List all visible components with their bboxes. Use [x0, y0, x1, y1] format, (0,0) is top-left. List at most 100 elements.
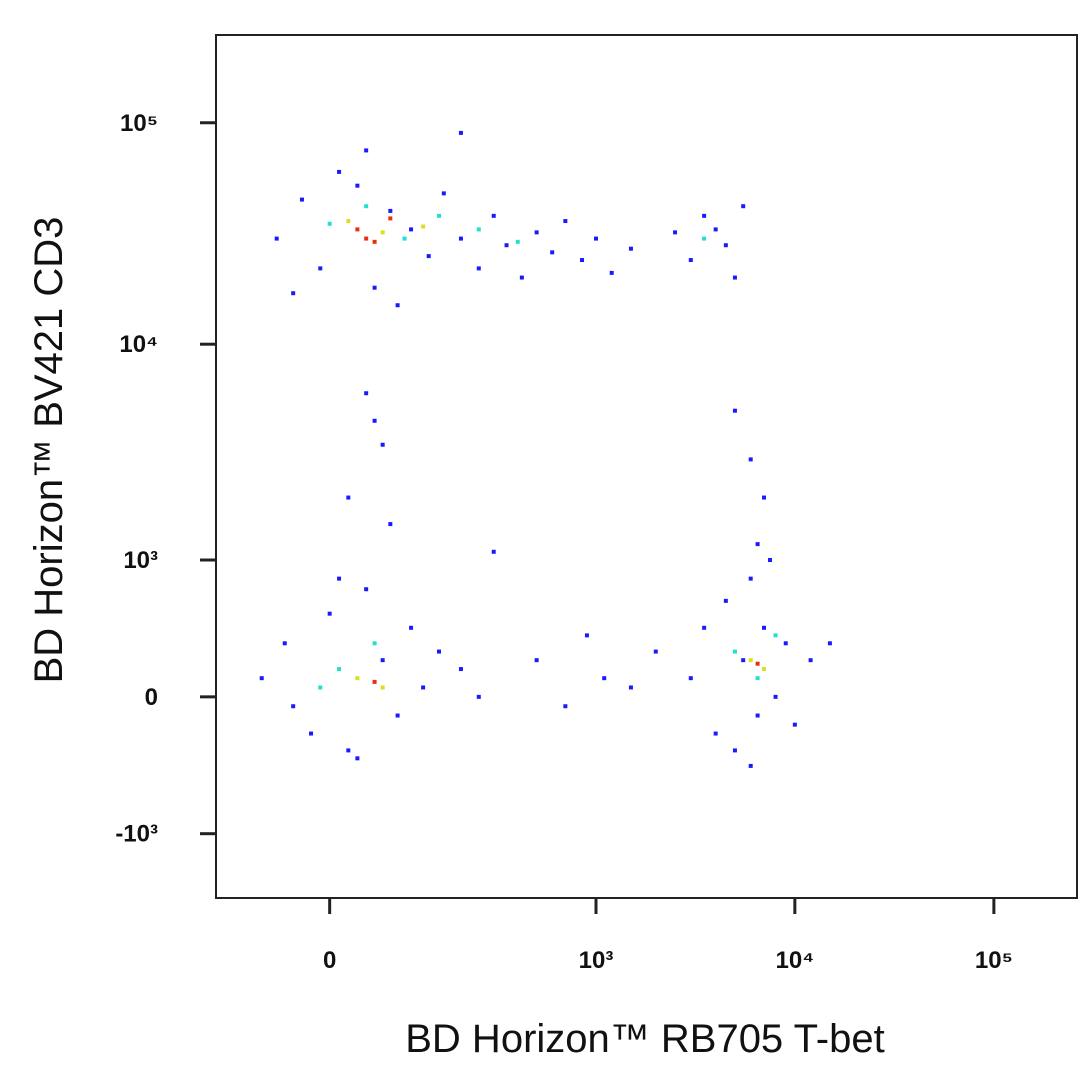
point	[380, 685, 385, 690]
point	[441, 191, 446, 196]
point	[388, 216, 393, 221]
point	[762, 495, 767, 500]
point	[380, 230, 385, 235]
point	[755, 676, 760, 681]
point	[563, 704, 568, 709]
x-tick-label: 10⁴	[776, 947, 815, 974]
point	[364, 391, 369, 396]
point	[702, 625, 707, 630]
point	[808, 658, 813, 663]
point	[762, 625, 767, 630]
point	[409, 625, 414, 630]
point	[653, 649, 658, 654]
point	[318, 685, 323, 690]
point	[732, 649, 737, 654]
point	[702, 213, 707, 218]
point	[762, 667, 767, 672]
point	[346, 219, 351, 224]
point	[364, 204, 369, 209]
point	[534, 658, 539, 663]
point	[355, 183, 360, 188]
point	[767, 558, 772, 563]
point	[476, 694, 481, 699]
point	[327, 611, 332, 616]
point	[515, 239, 520, 244]
point	[318, 266, 323, 271]
point	[723, 598, 728, 603]
point	[628, 246, 633, 251]
point	[380, 442, 385, 447]
point	[355, 227, 360, 232]
point	[346, 748, 351, 753]
point	[458, 236, 463, 241]
point	[437, 213, 442, 218]
point	[688, 258, 693, 263]
point	[437, 649, 442, 654]
point	[372, 285, 377, 290]
point	[337, 169, 342, 174]
point	[580, 258, 585, 263]
point	[773, 694, 778, 699]
point	[792, 722, 797, 727]
point	[395, 713, 400, 718]
points	[259, 130, 832, 768]
point	[372, 239, 377, 244]
point	[491, 213, 496, 218]
point	[519, 275, 524, 280]
point	[309, 731, 314, 736]
point	[732, 408, 737, 413]
point	[327, 221, 332, 226]
point	[741, 204, 746, 209]
x-tick-label: 10⁵	[975, 947, 1013, 974]
point	[395, 303, 400, 308]
point	[755, 542, 760, 547]
point	[364, 148, 369, 153]
point	[748, 457, 753, 462]
point	[748, 658, 753, 663]
point	[426, 254, 431, 259]
y-tick-label: -10³	[115, 821, 158, 848]
point	[421, 685, 426, 690]
point	[688, 676, 693, 681]
point	[741, 658, 746, 663]
x-axis-title: BD Horizon™ RB705 T-bet	[405, 1017, 884, 1061]
point	[827, 641, 832, 646]
point	[476, 266, 481, 271]
point	[773, 633, 778, 638]
point	[458, 130, 463, 135]
y-axis-title: BD Horizon™ BV421 CD3	[27, 217, 71, 684]
point	[409, 227, 414, 232]
point	[609, 270, 614, 275]
point	[364, 587, 369, 592]
point	[299, 197, 304, 202]
point	[372, 418, 377, 423]
point	[584, 633, 589, 638]
point	[748, 763, 753, 768]
y-tick-label: 10³	[123, 547, 158, 574]
point	[594, 236, 599, 241]
point	[713, 731, 718, 736]
point	[713, 227, 718, 232]
point	[388, 522, 393, 527]
x-tick-label: 0	[323, 947, 336, 974]
point	[291, 704, 296, 709]
point	[364, 236, 369, 241]
point	[355, 676, 360, 681]
point	[421, 224, 426, 229]
point	[732, 748, 737, 753]
point	[550, 250, 555, 255]
point	[723, 243, 728, 248]
point	[702, 236, 707, 241]
point	[602, 676, 607, 681]
point	[563, 219, 568, 224]
point	[783, 641, 788, 646]
point	[748, 576, 753, 581]
point	[673, 230, 678, 235]
x-tick-label: 10³	[579, 947, 614, 974]
point	[628, 685, 633, 690]
point	[458, 667, 463, 672]
point	[282, 641, 287, 646]
point	[372, 679, 377, 684]
point	[732, 275, 737, 280]
